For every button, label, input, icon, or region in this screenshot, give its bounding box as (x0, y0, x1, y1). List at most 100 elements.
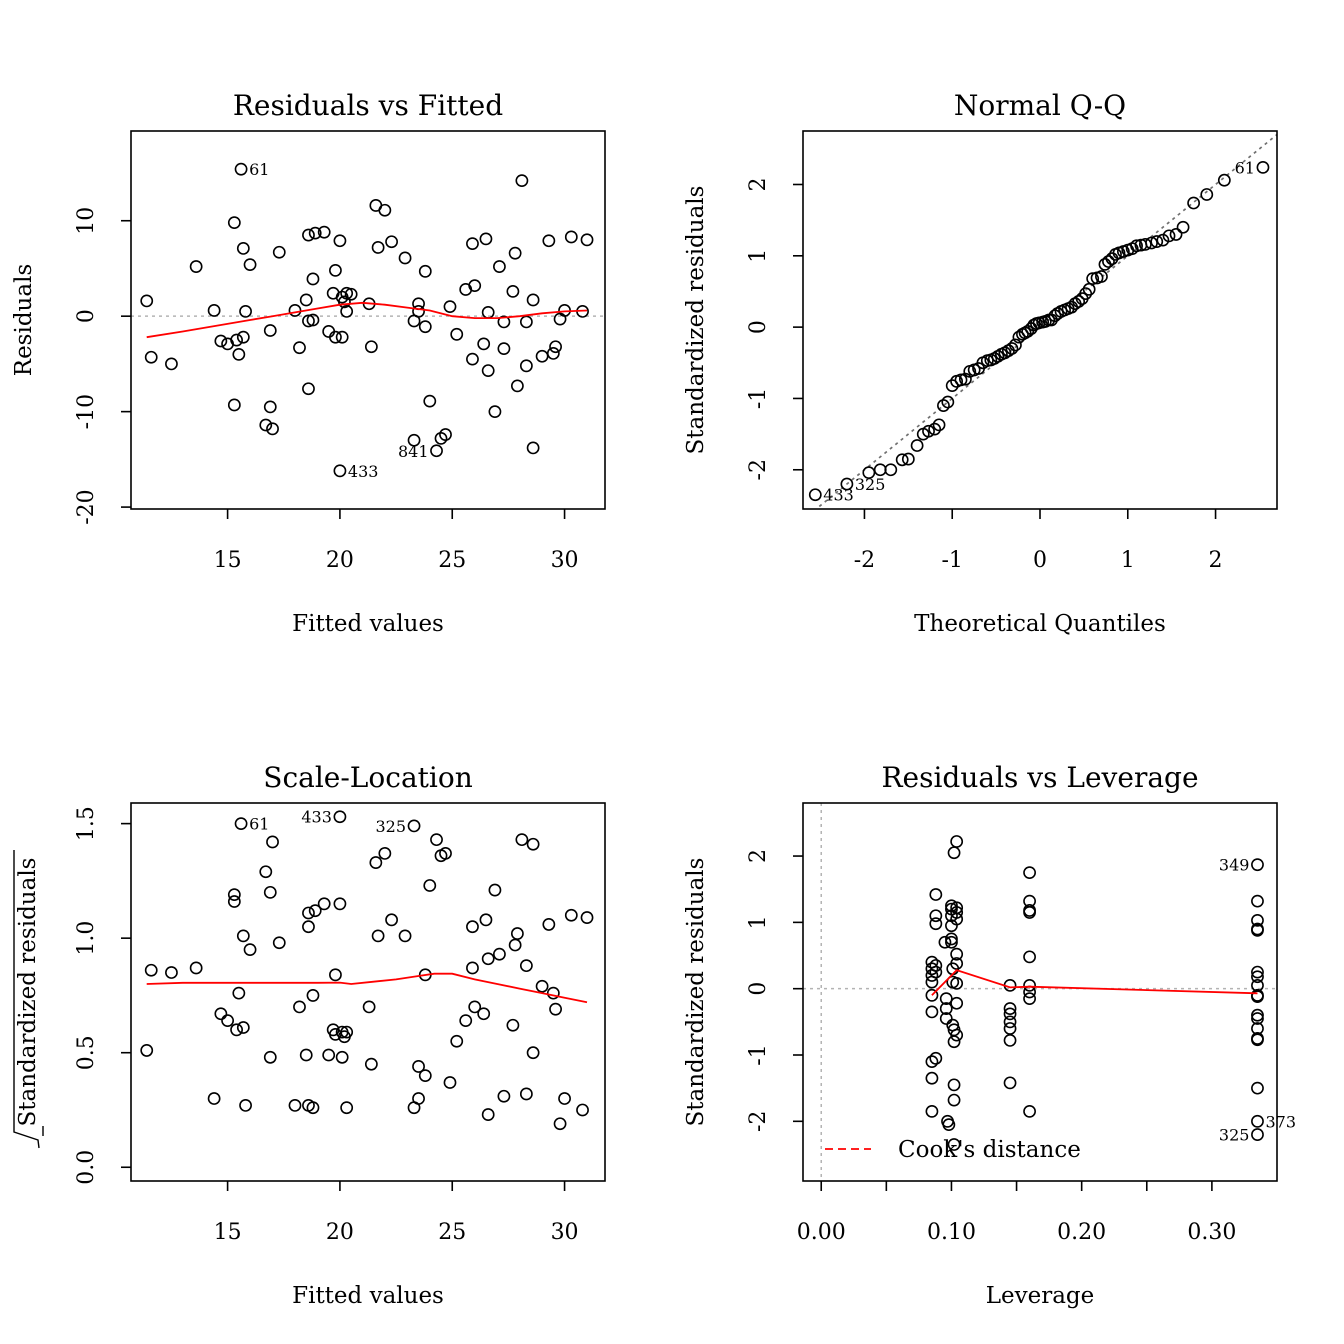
data-point (493, 260, 506, 273)
data-point (506, 284, 520, 298)
data-point (925, 1005, 939, 1019)
smoother-line (146, 301, 588, 339)
data-point (412, 1092, 425, 1105)
panel-1: Residuals vs Fitted 61 433 841 15 20 25 30 -20 -1… (11, 89, 606, 637)
data-point (535, 979, 549, 993)
data-point (546, 986, 560, 1000)
data-point (243, 258, 257, 272)
x-tick-label: 2 (1209, 548, 1223, 573)
data-point (329, 968, 342, 982)
data-point (526, 837, 540, 851)
data-point (340, 305, 354, 318)
data-point (302, 314, 315, 328)
data-point (515, 174, 529, 188)
data-point (333, 234, 347, 248)
data-point (580, 233, 594, 247)
y-tick-label: -20 (74, 489, 99, 524)
data-point (1086, 272, 1100, 286)
data-point (263, 885, 277, 899)
data-point (306, 272, 320, 286)
data-point (306, 1101, 320, 1115)
data-point (468, 279, 482, 293)
data-point (553, 312, 567, 326)
data-point (873, 463, 887, 477)
data-point (929, 888, 943, 901)
x-tick-label: 25 (438, 548, 466, 573)
data-point (234, 817, 248, 831)
data-point (526, 293, 540, 307)
data-point (542, 918, 556, 931)
data-point (549, 340, 562, 354)
y-tick-label: 0 (74, 309, 99, 323)
data-point (947, 1035, 961, 1049)
data-point (947, 1138, 961, 1151)
data-point (439, 847, 452, 860)
data-point (443, 300, 457, 314)
data-point (479, 913, 493, 927)
data-point (450, 1034, 464, 1048)
data-point (1095, 270, 1108, 283)
data-point (207, 1092, 221, 1105)
data-point (412, 1060, 425, 1073)
data-point (364, 1057, 378, 1071)
data-point (535, 349, 549, 363)
y-tick-label: -1 (746, 388, 771, 409)
data-point (508, 246, 522, 260)
plot-area (140, 810, 594, 1131)
y-tick-label: 2 (746, 849, 771, 863)
y-tick-label: 0.0 (74, 1150, 99, 1185)
data-point (322, 1048, 336, 1062)
x-axis-label: Leverage (986, 1283, 1095, 1309)
data-point (306, 989, 320, 1002)
data-point (1251, 1114, 1264, 1128)
data-point (369, 856, 383, 869)
data-point (418, 264, 432, 278)
y-tick-label: 1 (746, 915, 771, 929)
x-tick-label: 30 (551, 548, 579, 573)
data-point (1251, 1012, 1264, 1025)
smoother-line (931, 969, 1258, 996)
data-point (1005, 342, 1019, 355)
data-point (430, 444, 443, 458)
data-point (925, 1055, 939, 1069)
data-point (299, 1048, 313, 1062)
data-point (576, 1103, 589, 1117)
data-point (466, 352, 479, 366)
data-point (884, 463, 898, 477)
data-point (510, 379, 524, 393)
y-tick-label: 1.0 (74, 921, 99, 956)
data-point (1162, 229, 1176, 243)
data-point (950, 976, 964, 990)
data-point (288, 304, 302, 317)
data-point (1251, 990, 1264, 1004)
data-point (398, 929, 412, 943)
data-point (239, 305, 252, 318)
data-point (1138, 237, 1152, 251)
data-point (329, 263, 342, 277)
data-point (1251, 913, 1264, 927)
data-point (950, 957, 964, 970)
data-point (221, 1014, 234, 1028)
y-tick-label: 10 (74, 207, 99, 235)
data-point (1256, 160, 1270, 174)
data-point (232, 986, 246, 1000)
data-point (293, 341, 306, 355)
panel-3: Scale-Location 61 433 325 15 20 25 30 0.0 0.5 1.0 1… (13, 761, 606, 1309)
y-axis-label: Standardized residuals (683, 186, 709, 455)
data-point (1251, 970, 1264, 984)
data-point (364, 340, 378, 354)
data-point (371, 929, 385, 943)
plot-frame (130, 130, 606, 510)
data-point (481, 1108, 495, 1121)
data-point (236, 330, 250, 344)
data-point (1145, 236, 1158, 250)
data-point (227, 895, 241, 908)
data-point (954, 373, 968, 387)
data-point (371, 241, 385, 254)
data-point (302, 906, 315, 920)
y-tick-label: 0.5 (74, 1035, 99, 1070)
y-tick-label: 0 (746, 982, 771, 996)
data-point (497, 342, 511, 356)
x-tick-label: -1 (942, 548, 963, 573)
data-point (459, 1014, 473, 1028)
